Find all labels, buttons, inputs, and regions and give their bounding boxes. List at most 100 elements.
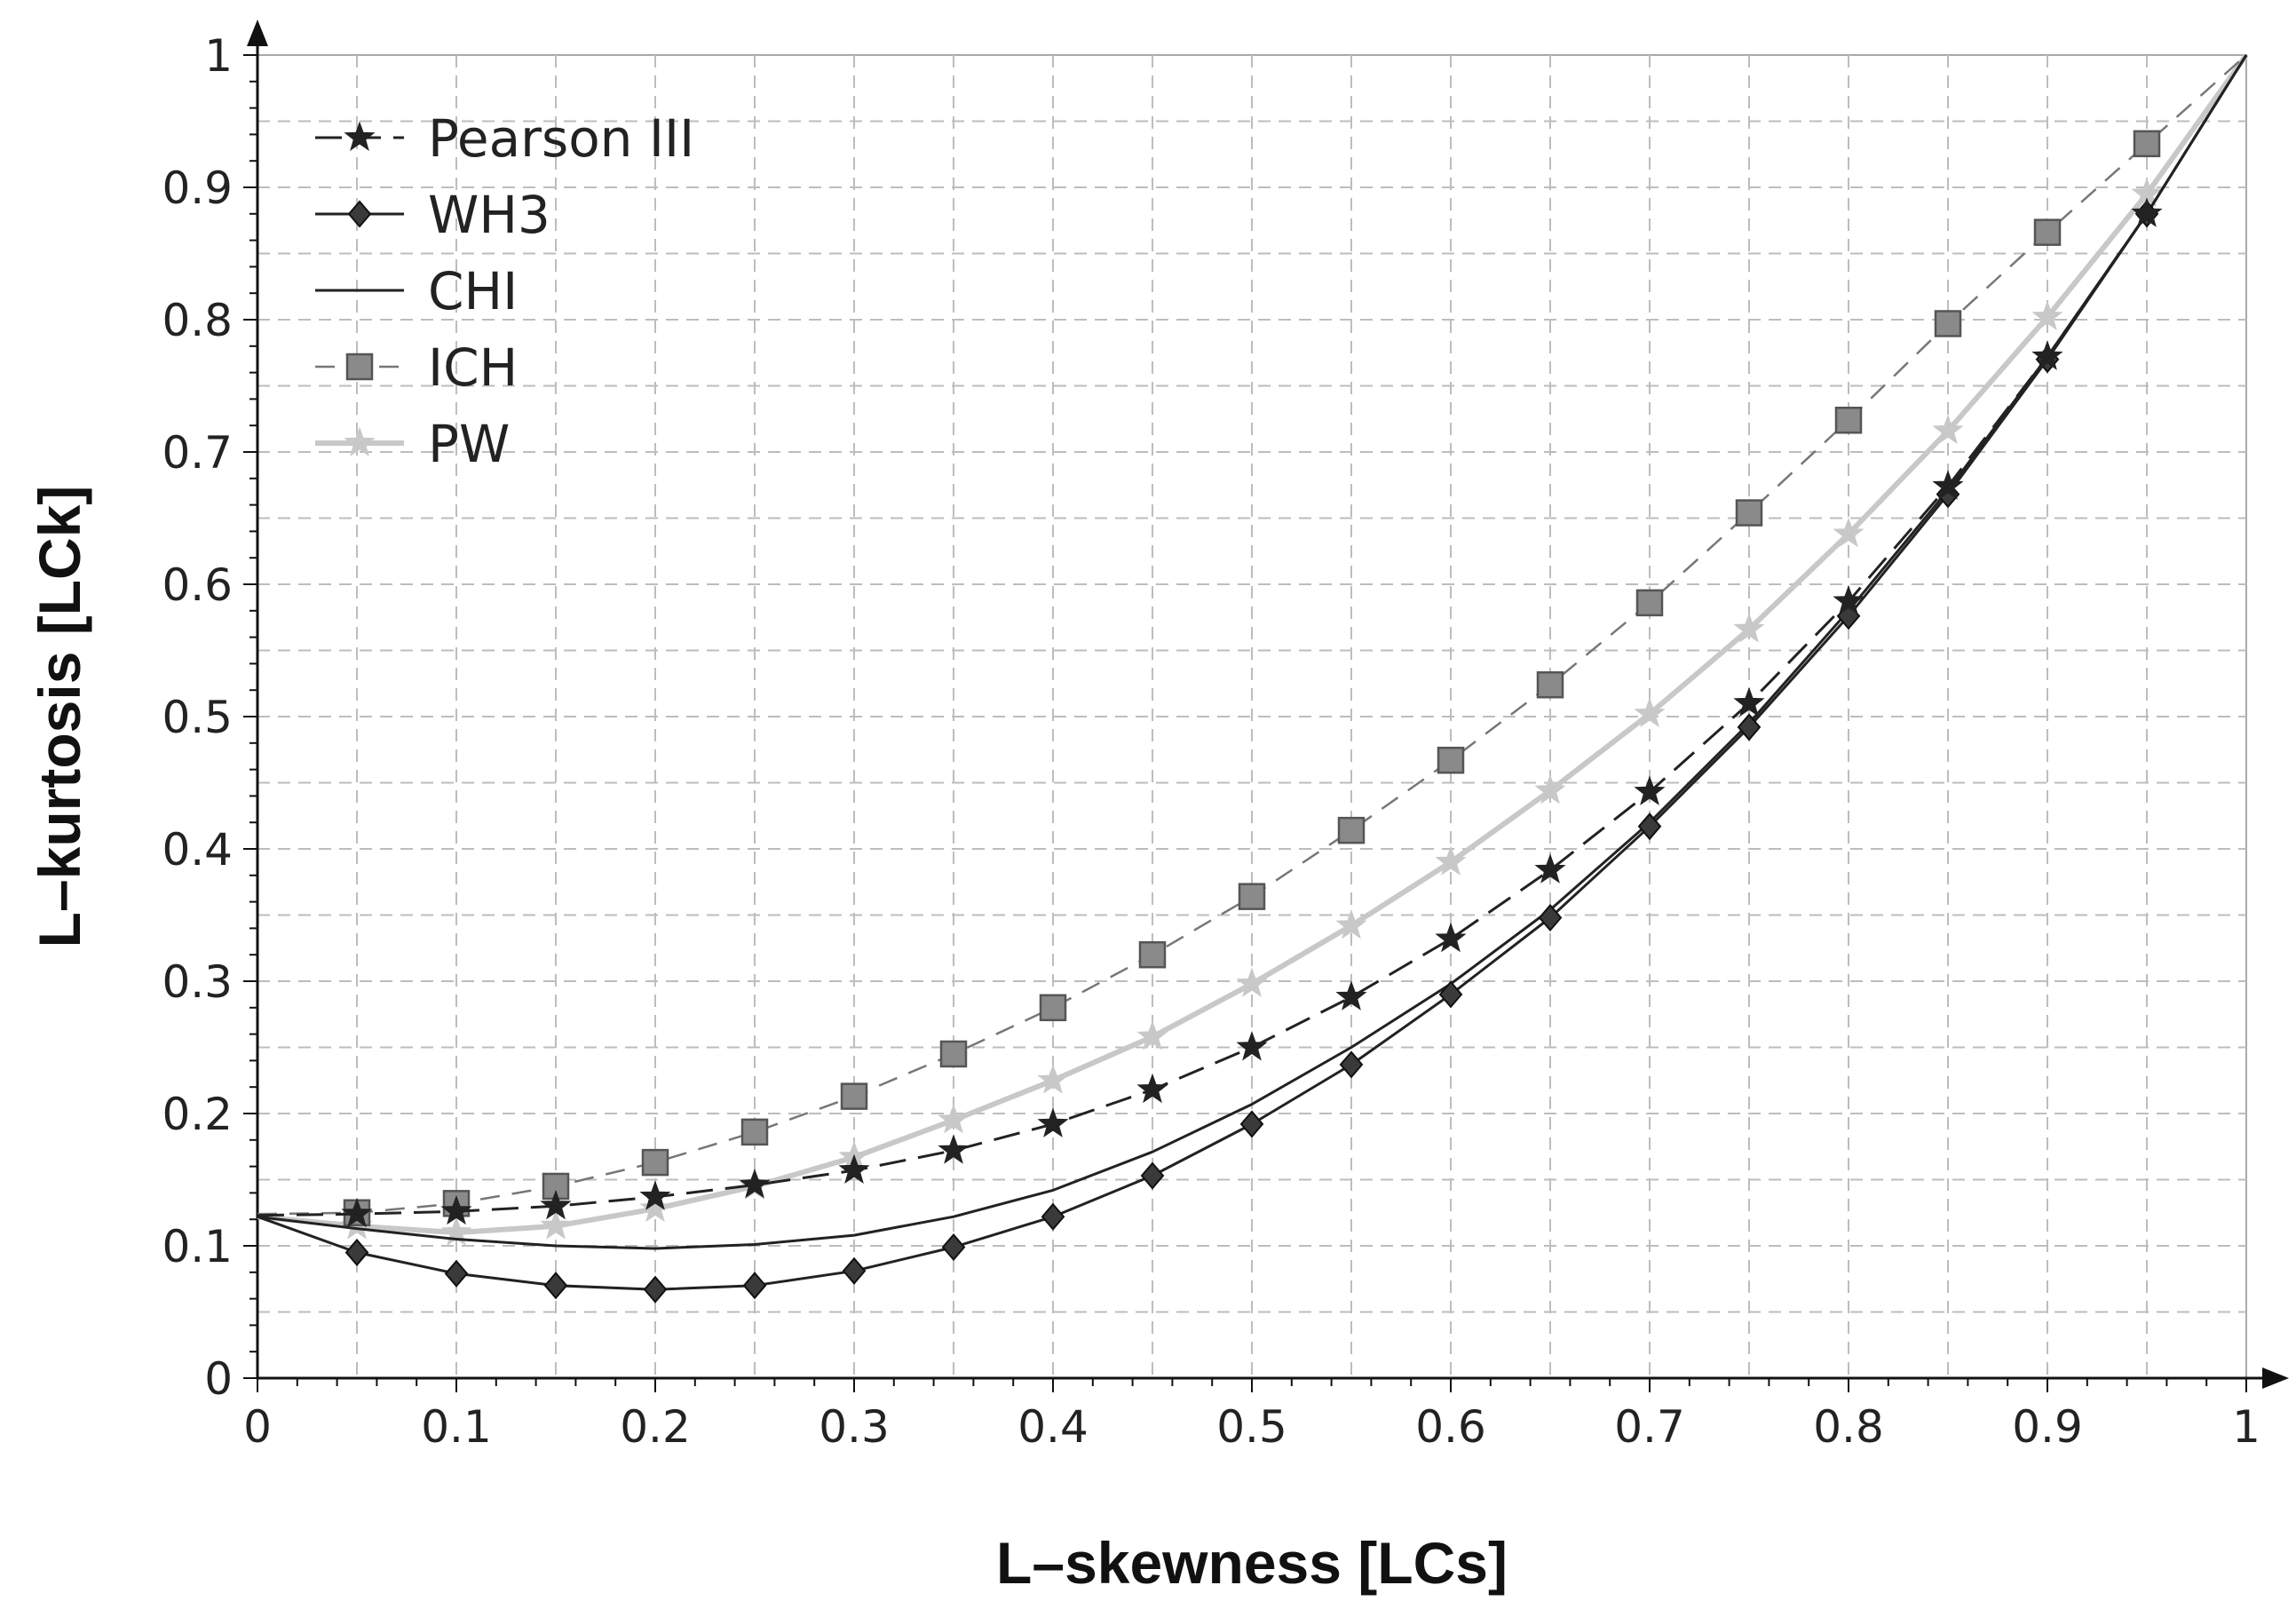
data-point-pearson-iii: [938, 1134, 970, 1164]
data-point-pw: [540, 1209, 572, 1240]
x-tick-label: 0.4: [1017, 1401, 1089, 1453]
data-point-ich: [840, 1082, 868, 1110]
data-point-pw: [1833, 517, 1865, 548]
data-point-wh3: [941, 1233, 966, 1262]
x-tick-label: 0.9: [2012, 1401, 2083, 1453]
data-point-wh3: [1239, 1110, 1264, 1138]
x-axis-title: L–skewness [LCs]: [996, 1530, 1508, 1596]
data-point-pearson-iii: [1335, 980, 1367, 1011]
legend-swatch-marker: [345, 353, 374, 381]
data-point-wh3: [842, 1256, 867, 1285]
data-point-ich: [1039, 994, 1067, 1022]
legend-swatch-marker: [344, 121, 376, 151]
data-point-pearson-iii: [838, 1153, 870, 1184]
data-point-pearson-iii: [440, 1194, 472, 1225]
legend: Pearson III WH3 CHI ICH PW: [315, 108, 694, 474]
series-chi: [257, 54, 2248, 1250]
data-point-ich: [740, 1118, 769, 1146]
data-point-pw: [1037, 1064, 1069, 1094]
data-point-pearson-iii: [1236, 1031, 1268, 1061]
legend-swatch-marker: [347, 200, 372, 228]
data-point-wh3: [1637, 812, 1662, 841]
data-point-ich: [1337, 816, 1366, 844]
y-tick-label: 0.6: [162, 559, 233, 611]
data-point-pw: [1435, 845, 1467, 876]
legend-label: WH3: [428, 185, 550, 245]
data-point-pearson-iii: [341, 1197, 373, 1228]
data-point-wh3: [543, 1272, 568, 1300]
x-axis-arrow: [2262, 1367, 2289, 1389]
series-layer: [257, 53, 2249, 1304]
data-point-ich: [1238, 883, 1266, 910]
data-point-wh3: [1737, 713, 1762, 741]
data-point-wh3: [1041, 1202, 1065, 1231]
data-point-pearson-iii: [1534, 853, 1566, 884]
y-tick-label: 0.5: [162, 692, 233, 743]
legend-label: Pearson III: [428, 108, 694, 169]
legend-item-pw: PW: [315, 414, 510, 474]
data-point-pw: [938, 1104, 970, 1134]
data-point-ich: [1834, 406, 1863, 434]
data-point-pearson-iii: [2131, 197, 2163, 227]
x-tick-label: 1: [2232, 1401, 2260, 1453]
data-point-pw: [1335, 908, 1367, 939]
legend-item-wh3: WH3: [315, 185, 550, 245]
data-point-ich: [1138, 940, 1167, 969]
data-point-pearson-iii: [1037, 1107, 1069, 1137]
data-point-pw: [1136, 1020, 1168, 1050]
data-point-ich: [1437, 746, 1465, 774]
data-point-wh3: [1339, 1050, 1364, 1079]
data-point-wh3: [1538, 903, 1563, 932]
y-tick-label: 0.1: [162, 1221, 233, 1272]
x-tick-label: 0.8: [1813, 1401, 1884, 1453]
data-point-pw: [1634, 697, 1666, 727]
data-point-pearson-iii: [1136, 1073, 1168, 1104]
legend-label: CHI: [428, 261, 518, 321]
legend-item-chi: CHI: [315, 261, 518, 321]
data-point-pearson-iii: [1932, 470, 1964, 500]
data-point-wh3: [1438, 980, 1463, 1009]
data-point-pearson-iii: [1733, 686, 1765, 717]
legend-item-pearson-iii: Pearson III: [315, 108, 694, 169]
y-tick-label: 0.3: [162, 956, 233, 1008]
data-point-wh3: [444, 1259, 469, 1288]
x-tick-label: 0.1: [421, 1401, 492, 1453]
data-point-pearson-iii: [2031, 340, 2063, 370]
data-point-ich: [1536, 670, 1564, 699]
data-point-pw: [1733, 613, 1765, 643]
series-line-chi: [257, 54, 2248, 1250]
y-tick-label: 0: [204, 1353, 233, 1405]
x-tick-label: 0.5: [1216, 1401, 1287, 1453]
x-tick-label: 0.6: [1415, 1401, 1486, 1453]
data-point-pw: [1932, 414, 1964, 445]
x-tick-label: 0.3: [819, 1401, 890, 1453]
y-tick-label: 0.8: [162, 295, 233, 346]
y-axis-title: L–kurtosis [LCk]: [27, 486, 92, 948]
legend-item-ich: ICH: [315, 337, 518, 398]
data-point-wh3: [643, 1275, 668, 1304]
data-point-pearson-iii: [1833, 584, 1865, 615]
series-ich: [257, 54, 2247, 1226]
data-point-ich: [1934, 310, 1962, 337]
data-point-ich: [1635, 589, 1664, 617]
data-point-wh3: [742, 1272, 767, 1300]
data-point-pearson-iii: [540, 1189, 572, 1220]
y-tick-label: 0.4: [162, 824, 233, 876]
data-point-pearson-iii: [1435, 922, 1467, 953]
legend-label: ICH: [428, 337, 518, 398]
x-tick-label: 0.2: [620, 1401, 691, 1453]
x-tick-label: 0.7: [1614, 1401, 1685, 1453]
legend-swatch-marker: [344, 426, 376, 456]
data-point-pw: [639, 1192, 671, 1223]
data-point-ich: [1735, 499, 1763, 527]
axes: 0 0.1 0.2 0.3 0.4 0.5 0.6 0.7 0.8 0.9 1 0 0.1 0.2 0.3 0…: [162, 20, 2289, 1453]
data-point-ich: [2133, 130, 2161, 158]
data-point-pearson-iii: [739, 1169, 771, 1199]
data-point-pearson-iii: [1634, 775, 1666, 805]
y-axis-arrow: [247, 20, 268, 46]
data-point-ich: [641, 1148, 669, 1177]
data-point-wh3: [344, 1238, 369, 1266]
data-point-pearson-iii: [639, 1180, 671, 1210]
x-tick-label: 0: [243, 1401, 272, 1453]
